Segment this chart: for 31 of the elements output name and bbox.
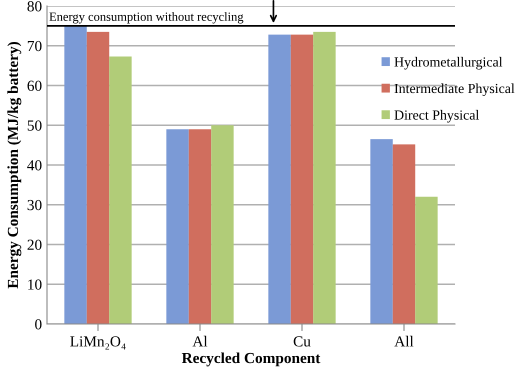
y-axis-title: Energy Consumption (MJ/kg battery) <box>7 42 22 288</box>
bar <box>86 32 110 324</box>
bar <box>166 129 189 324</box>
y-tick-label: 30 <box>28 200 42 210</box>
bar <box>268 34 291 324</box>
y-tick-label: 70 <box>28 40 42 52</box>
y-tick-label: 50 <box>28 120 42 131</box>
x-tick-label: All <box>394 336 414 346</box>
bar <box>415 196 438 324</box>
y-tick-label: 0 <box>35 319 42 330</box>
y-tick-label: 40 <box>27 160 42 170</box>
y-tick-label: 10 <box>28 279 42 290</box>
bar <box>188 129 212 324</box>
legend-label: Hydrometallurgical <box>394 56 502 70</box>
y-tick-label: 60 <box>28 80 42 91</box>
bar <box>313 32 336 324</box>
bar <box>370 139 393 324</box>
x-tick-label: Al <box>192 336 208 346</box>
bar <box>109 56 132 324</box>
legend-label: Direct Physical <box>394 110 480 123</box>
x-tick-label: LiMn₂O₄ <box>70 336 126 350</box>
bar <box>290 34 314 324</box>
y-tick-label: 80 <box>27 1 42 12</box>
bar <box>392 144 416 324</box>
ref-line-label: Energy consumption without recycling <box>49 12 244 24</box>
x-axis-title: Recycled Component <box>182 352 320 366</box>
y-tick-label: 20 <box>28 240 42 250</box>
x-tick-label: Cu <box>294 336 311 347</box>
legend-label: Intermediate Physical <box>394 83 514 96</box>
bar <box>211 125 234 324</box>
bar <box>64 26 87 324</box>
